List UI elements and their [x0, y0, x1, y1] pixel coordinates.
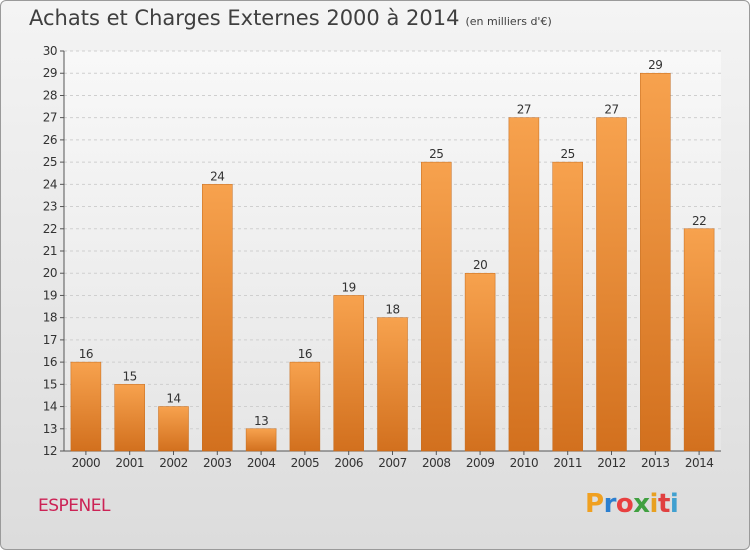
x-tick-label: 2000 — [72, 456, 101, 470]
x-tick-label: 2013 — [641, 456, 670, 470]
y-tick-label: 18 — [43, 311, 57, 325]
y-tick-label: 13 — [43, 422, 57, 436]
y-tick-label: 29 — [43, 66, 57, 80]
data-label: 27 — [604, 103, 618, 117]
logo-letter: r — [603, 489, 617, 519]
bar — [552, 161, 583, 452]
y-tick-label: 25 — [43, 155, 57, 169]
data-label: 13 — [254, 414, 268, 428]
bar — [202, 184, 233, 452]
y-tick-label: 28 — [43, 88, 57, 102]
x-tick-label: 2011 — [553, 456, 582, 470]
y-tick-label: 15 — [43, 377, 57, 391]
data-label: 29 — [648, 58, 662, 72]
chart-unit-note: (en milliers d'€) — [465, 15, 552, 28]
x-tick-label: 2014 — [685, 456, 714, 470]
logo-letter: t — [657, 489, 670, 519]
data-label: 18 — [385, 303, 399, 317]
proxiti-logo: Proxiti — [585, 489, 679, 519]
bar — [464, 272, 496, 452]
logo-letter: P — [585, 489, 604, 519]
x-tick-label: 2008 — [422, 456, 451, 470]
y-tick-label: 19 — [43, 288, 57, 302]
data-label: 14 — [166, 392, 180, 406]
x-tick-label: 2006 — [334, 456, 363, 470]
bar — [114, 384, 145, 452]
y-tick-label: 22 — [43, 222, 57, 236]
y-tick-label: 27 — [43, 111, 57, 125]
y-tick-label: 26 — [43, 133, 57, 147]
y-tick-label: 14 — [43, 400, 57, 414]
x-tick-label: 2001 — [115, 456, 144, 470]
x-tick-label: 2003 — [203, 456, 232, 470]
y-tick-label: 23 — [43, 200, 57, 214]
chart-title-text: Achats et Charges Externes 2000 à 2014 — [29, 6, 460, 30]
y-tick-label: 17 — [43, 333, 57, 347]
y-tick-label: 21 — [43, 244, 57, 258]
bar — [289, 361, 321, 452]
data-label: 16 — [79, 347, 93, 361]
data-label: 27 — [517, 103, 531, 117]
bar — [683, 228, 715, 452]
data-label: 24 — [210, 169, 224, 183]
bar — [70, 361, 102, 452]
data-label: 15 — [123, 369, 137, 383]
chart-title: Achats et Charges Externes 2000 à 2014 (e… — [29, 6, 552, 30]
y-tick-label: 30 — [43, 44, 57, 58]
x-tick-label: 2004 — [247, 456, 276, 470]
y-tick-label: 12 — [43, 444, 57, 458]
bar — [508, 117, 540, 452]
x-tick-label: 2005 — [291, 456, 320, 470]
x-tick-label: 2002 — [159, 456, 188, 470]
bar — [640, 72, 671, 452]
x-tick-label: 2012 — [597, 456, 626, 470]
bar — [421, 161, 452, 452]
data-label: 25 — [561, 147, 575, 161]
y-tick-label: 20 — [43, 266, 57, 280]
x-tick-label: 2010 — [510, 456, 539, 470]
bar — [158, 406, 189, 452]
x-tick-label: 2007 — [378, 456, 407, 470]
bar — [596, 117, 627, 452]
x-tick-label: 2009 — [466, 456, 495, 470]
logo-letter: x — [633, 489, 650, 519]
bar — [377, 317, 408, 452]
data-label: 19 — [342, 280, 356, 294]
bar — [333, 295, 364, 452]
y-tick-label: 16 — [43, 355, 57, 369]
logo-letter: i — [649, 489, 659, 519]
data-label: 22 — [692, 214, 706, 228]
data-label: 16 — [298, 347, 312, 361]
y-tick-label: 24 — [43, 177, 57, 191]
logo-letter: i — [669, 489, 679, 519]
data-label: 20 — [473, 258, 487, 272]
data-label: 25 — [429, 147, 443, 161]
bar — [245, 428, 277, 452]
logo-letter: o — [615, 489, 634, 519]
commune-name: ESPENEL — [38, 496, 110, 516]
